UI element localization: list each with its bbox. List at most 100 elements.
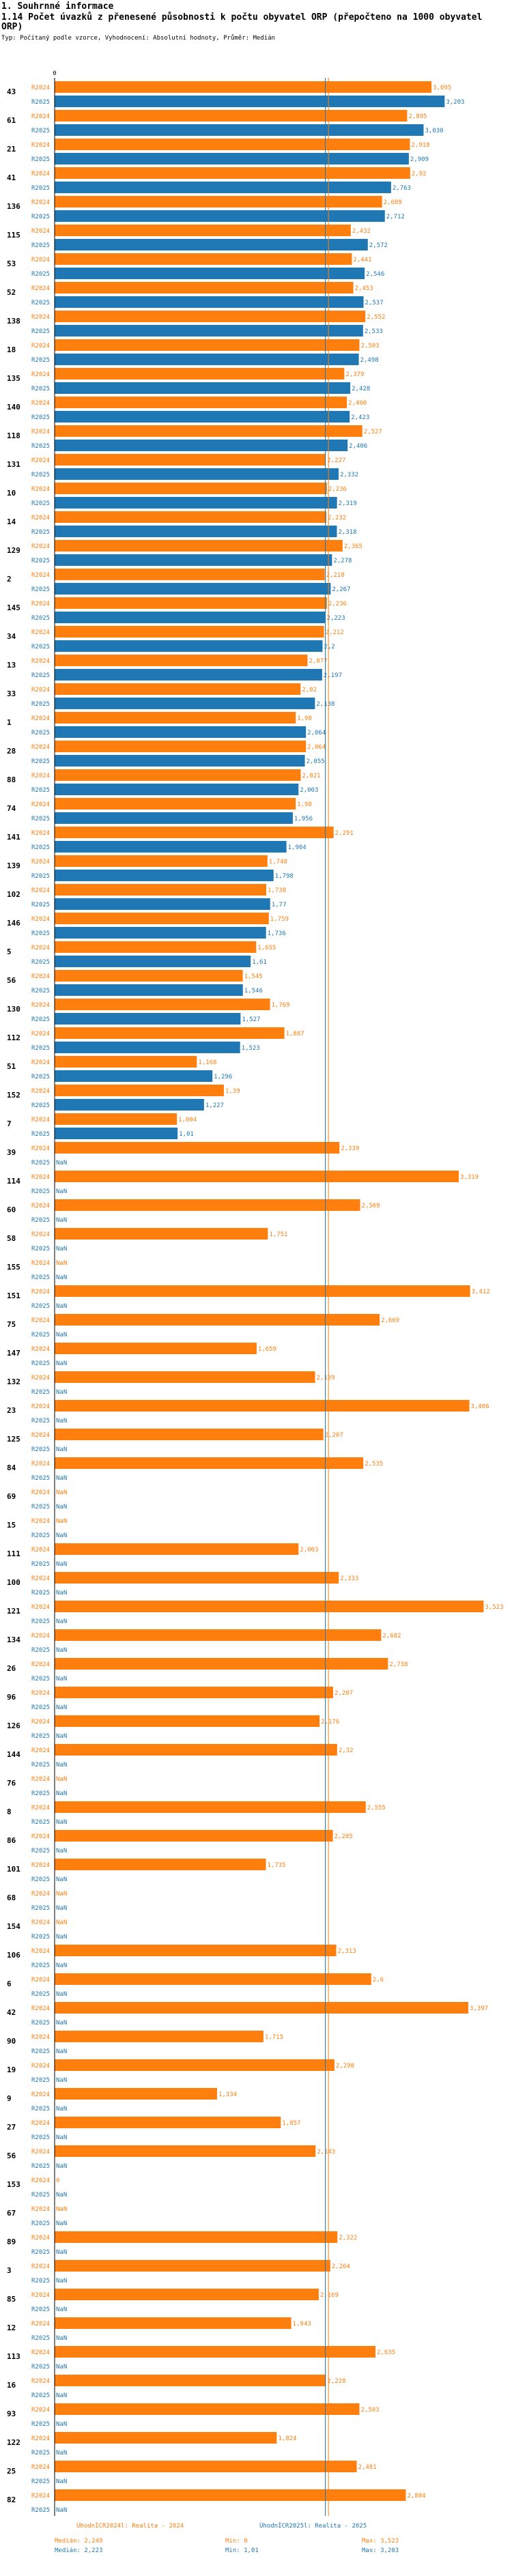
category-label: 125 (7, 1435, 20, 1444)
series-label-2025: R2025 (31, 2450, 50, 2457)
bar-2024 (55, 597, 327, 609)
bar-2025 (55, 755, 305, 767)
bar-2024 (55, 1945, 337, 1956)
bar-2024 (55, 81, 432, 93)
category-label: 144 (7, 1750, 20, 1759)
bar-2024 (55, 2289, 319, 2300)
series-label-2025: R2025 (31, 328, 50, 335)
bar-2025 (55, 382, 351, 394)
series-label-2024: R2024 (31, 658, 50, 665)
bar-2024 (55, 282, 354, 294)
series-label-2025: R2025 (31, 615, 50, 622)
bar-2024 (55, 1314, 380, 1326)
bar-2024 (55, 913, 269, 924)
bar-2024 (55, 540, 343, 552)
value-label-2024: 2,169 (320, 2292, 339, 2299)
bar-2025 (55, 325, 363, 337)
value-label-2025: NaN (56, 2192, 67, 2199)
value-label-2024: 2,527 (364, 429, 382, 435)
series-label-2025: R2025 (31, 2020, 50, 2027)
series-label-2025: R2025 (31, 1704, 50, 1711)
series-label-2024: R2024 (31, 2034, 50, 2041)
series-label-2025: R2025 (31, 128, 50, 134)
series-label-2025: R2025 (31, 2134, 50, 2141)
series-label-2024: R2024 (31, 199, 50, 206)
value-label-2024: 2,139 (317, 1375, 335, 1382)
series-label-2025: R2025 (31, 386, 50, 392)
bar-2025 (55, 1128, 178, 1139)
series-label-2025: R2025 (31, 1188, 50, 1195)
value-label-2024: 2,509 (362, 1203, 380, 1210)
series-label-2024: R2024 (31, 2464, 50, 2471)
value-label-2025: NaN (56, 1876, 67, 1883)
series-label-2025: R2025 (31, 214, 50, 220)
value-label-2025: 2,423 (351, 414, 369, 421)
series-label-2025: R2025 (31, 1303, 50, 1310)
value-label-2025: NaN (56, 2306, 67, 2313)
category-label: 13 (7, 661, 16, 670)
value-label-2025: NaN (56, 1389, 67, 1396)
series-label-2025: R2025 (31, 1876, 50, 1883)
value-label-2024: 2,064 (307, 744, 326, 751)
bar-2025 (55, 296, 364, 308)
category-label: 121 (7, 1607, 20, 1616)
legend-max-2024: Max: 3,523 (362, 2538, 399, 2545)
bar-2024 (55, 1859, 266, 1870)
series-label-2025: R2025 (31, 672, 50, 679)
bar-2024 (55, 1715, 320, 1727)
series-label-2024: R2024 (31, 257, 50, 263)
series-label-2025: R2025 (31, 357, 50, 364)
value-label-2025: 1,736 (268, 930, 286, 937)
series-label-2025: R2025 (31, 2048, 50, 2055)
value-label-2025: NaN (56, 2507, 67, 2514)
bar-2024 (55, 2145, 316, 2157)
value-label-2025: 2,712 (386, 214, 405, 220)
series-label-2024: R2024 (31, 1346, 50, 1353)
bar-2025 (55, 239, 368, 251)
series-label-2024: R2024 (31, 228, 50, 235)
series-label-2025: R2025 (31, 1790, 50, 1797)
category-label: 122 (7, 2438, 20, 2447)
bar-2025 (55, 497, 337, 509)
value-label-2024: 2,02 (302, 687, 317, 693)
series-label-2025: R2025 (31, 844, 50, 851)
series-label-2025: R2025 (31, 2220, 50, 2227)
series-label-2024: R2024 (31, 973, 50, 980)
value-label-2025: NaN (56, 2392, 67, 2399)
series-label-2024: R2024 (31, 2493, 50, 2500)
bar-2024 (55, 2346, 376, 2358)
value-label-2025: 2,572 (369, 242, 388, 249)
value-label-2024: 1,168 (198, 1059, 216, 1066)
category-label: 14 (7, 517, 16, 526)
series-label-2025: R2025 (31, 1074, 50, 1081)
series-label-2025: R2025 (31, 644, 50, 650)
category-label: 19 (7, 2065, 16, 2074)
category-label: 33 (7, 689, 16, 698)
value-label-2025: 2,2 (324, 644, 335, 650)
series-label-2024: R2024 (31, 285, 50, 292)
series-label-2024: R2024 (31, 2378, 50, 2385)
series-label-2025: R2025 (31, 1590, 50, 1597)
value-label-2025: 1,904 (288, 844, 307, 851)
bar-2024 (55, 110, 408, 121)
value-label-2024: 2,555 (367, 1805, 386, 1812)
value-label-2024: 3,406 (471, 1403, 489, 1410)
category-label: 93 (7, 2409, 16, 2418)
value-label-2025: NaN (56, 1905, 67, 1912)
series-label-2024: R2024 (31, 1575, 50, 1582)
series-label-2025: R2025 (31, 558, 50, 564)
bar-2024 (55, 569, 325, 580)
series-label-2025: R2025 (31, 2335, 50, 2342)
bar-2025 (55, 898, 270, 910)
value-label-2025: NaN (56, 1504, 67, 1511)
value-label-2025: 1,523 (242, 1045, 260, 1052)
category-label: 15 (7, 1521, 16, 1530)
category-label: 96 (7, 1693, 16, 1702)
series-label-2024: R2024 (31, 1547, 50, 1554)
value-label-2024: 1,738 (268, 887, 286, 894)
value-label-2024: NaN (56, 1776, 67, 1783)
series-label-2025: R2025 (31, 300, 50, 306)
bar-2025 (55, 612, 326, 623)
category-label: 56 (7, 2151, 16, 2160)
value-label-2025: NaN (56, 1246, 67, 1253)
